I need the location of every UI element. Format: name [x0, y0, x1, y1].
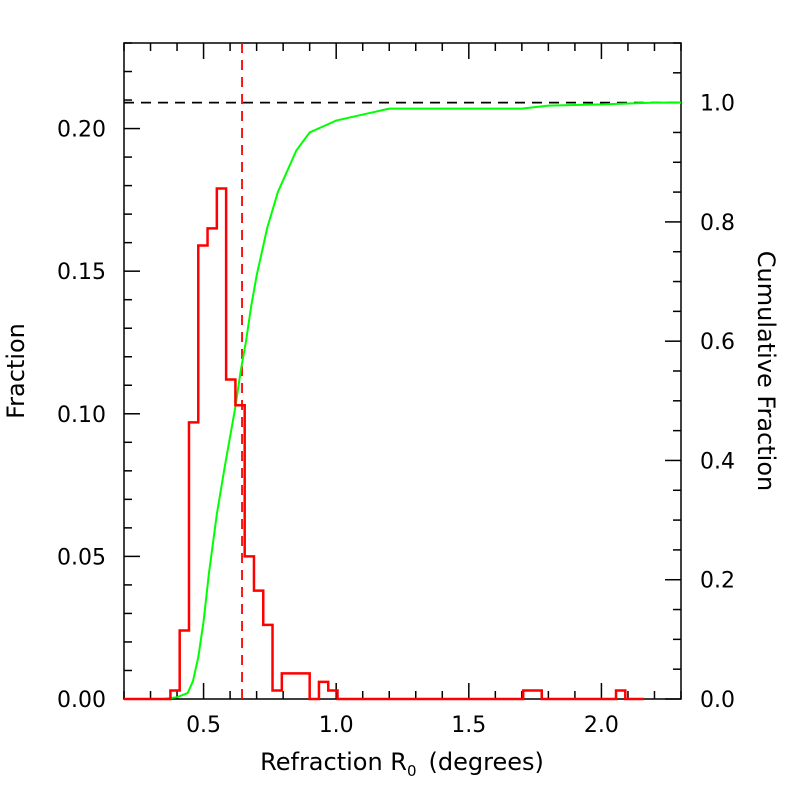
tick-marks	[123, 42, 682, 700]
y-right-tick-label: 1.0	[700, 92, 735, 117]
x-axis-title-main: Refraction R	[260, 748, 407, 776]
y-right-tick-label: 0.6	[700, 330, 735, 355]
x-tick-label: 1.0	[319, 713, 354, 738]
y-right-axis-title: Cumulative Fraction	[752, 251, 780, 491]
y-left-tick-label: 0.05	[57, 545, 106, 570]
series	[124, 43, 681, 701]
x-axis-title-suffix: (degrees)	[429, 748, 544, 776]
y-left-tick-label: 0.00	[57, 688, 106, 713]
cumulative-curve	[124, 101, 681, 700]
x-axis-title-subscript: 0	[407, 762, 417, 780]
x-axis-title: Refraction R0 (degrees)	[260, 748, 544, 780]
y-left-tick-label: 0.20	[57, 118, 106, 143]
tick-labels: 0.5 1.0 1.5 2.0 0.00 0.05 0.10 0.15 0.20 0.0 0.2 0.…	[57, 92, 735, 738]
x-tick-label: 1.5	[451, 713, 486, 738]
y-right-tick-label: 0.4	[700, 449, 735, 474]
y-right-tick-label: 0.0	[700, 688, 735, 713]
y-right-tick-label: 0.8	[700, 211, 735, 236]
y-right-tick-label: 0.2	[700, 569, 735, 594]
x-tick-label: 2.0	[584, 713, 619, 738]
y-left-tick-label: 0.15	[57, 260, 106, 285]
x-tick-label: 0.5	[186, 713, 221, 738]
plot-frame	[123, 42, 682, 700]
histogram-bars	[124, 187, 644, 701]
y-left-axis-title: Fraction	[2, 323, 30, 419]
y-left-tick-label: 0.10	[57, 403, 106, 428]
